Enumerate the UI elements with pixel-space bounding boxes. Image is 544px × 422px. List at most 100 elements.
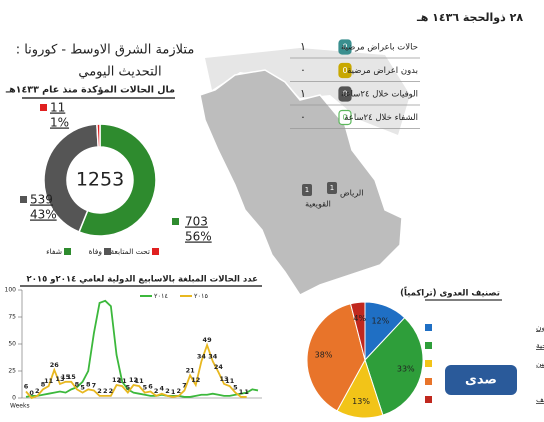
data-label: 15	[61, 373, 71, 381]
legend-label: شفاء	[46, 247, 62, 256]
data-label: 11	[118, 377, 128, 385]
data-label: 5	[233, 384, 238, 392]
legend-swatch	[425, 396, 432, 403]
label-swatch	[172, 218, 179, 225]
data-label: 2	[177, 387, 182, 395]
donut-segment	[96, 123, 101, 148]
map-pin	[302, 184, 312, 196]
row-value: ١	[300, 40, 306, 53]
legend-label: مكتسب داخل المنشآت الصحية	[536, 340, 544, 350]
data-label: 6	[148, 383, 153, 391]
title: متلازمة الشرق الاوسط - كورونا :	[16, 43, 195, 58]
row-icon-label: 0	[342, 90, 347, 99]
data-label: 12	[112, 376, 121, 384]
legend-swatch	[425, 378, 432, 385]
logo: صدى	[465, 373, 497, 388]
legend-label: وفاة	[89, 247, 103, 256]
y-tick-label: 25	[8, 368, 16, 375]
donut-segment	[78, 123, 157, 237]
data-label: 0	[29, 389, 34, 397]
map-place: الرياض	[340, 189, 363, 198]
donut-value: 703	[185, 215, 208, 229]
donut-percent: 43%	[30, 208, 57, 222]
data-label: 8	[75, 380, 80, 388]
data-label: 2	[97, 387, 102, 395]
pie-label: 13%	[352, 397, 370, 406]
map-backdrop	[205, 48, 410, 135]
row-value: ٠	[300, 111, 306, 124]
legend-swatch	[425, 342, 432, 349]
data-label: 4	[160, 385, 165, 393]
row-label: بدون اعراض مرضية	[347, 66, 418, 76]
data-label: 2	[103, 387, 108, 395]
line-title: عدد الحالات المبلغة بالاسابيع الدولية لع…	[27, 275, 259, 285]
row-label: الشفاء خلال ٢٤ساعة	[344, 113, 418, 123]
legend-label: غير مصنف	[536, 395, 544, 404]
pie-slice	[349, 301, 366, 361]
y-tick-label: 50	[8, 341, 16, 348]
row-value: ٠	[300, 64, 306, 77]
data-label: 5	[126, 384, 131, 392]
legend-label: تحت المتابعة	[110, 247, 150, 256]
data-label: 1	[244, 388, 249, 396]
data-label: 24	[214, 363, 224, 371]
pie-label: 12%	[371, 317, 389, 326]
legend-label: ٢٠١٥	[194, 292, 208, 300]
legend-label: مخالطين منزليين	[536, 359, 544, 368]
data-label: 2	[35, 387, 40, 395]
data-label: 12	[129, 376, 138, 384]
data-label: 8	[86, 380, 91, 388]
date: ٢٨ ذوالحجة ١٤٣٦ هـ	[416, 11, 523, 24]
row-icon	[338, 109, 352, 126]
row-icon	[338, 86, 352, 102]
data-label: 11	[44, 377, 54, 385]
map-place: القويعية	[305, 200, 331, 209]
row-icon	[338, 62, 352, 79]
row-icon-label: 0	[342, 66, 347, 75]
label-swatch	[40, 104, 47, 111]
pie-label: 4%	[353, 314, 366, 323]
legend-label: عاملون صحيون	[536, 323, 544, 332]
line-series	[25, 299, 259, 398]
pie-label: 38%	[315, 350, 333, 359]
pie-label: 33%	[397, 365, 415, 374]
data-label: 11	[225, 377, 235, 385]
logo-box	[445, 365, 517, 395]
data-label: 13	[55, 375, 64, 383]
line-series	[25, 342, 247, 400]
donut-segment	[43, 123, 99, 233]
donut-value: 11	[50, 101, 65, 115]
map-pin	[327, 182, 337, 194]
data-label: 15	[67, 373, 77, 381]
legend-swatch	[425, 324, 432, 331]
y-tick-label: 75	[8, 314, 16, 321]
data-label: 2	[154, 387, 159, 395]
donut-percent: 56%	[185, 230, 212, 244]
row-value: ١	[300, 87, 306, 100]
map-pin-label: 1	[305, 186, 309, 194]
legend-label: ٢٠١٤	[154, 292, 168, 300]
data-label: 13	[220, 375, 229, 383]
data-label: 21	[186, 366, 196, 374]
row-icon	[338, 39, 352, 55]
data-label: 26	[50, 361, 60, 369]
pie-title: تصنيف العدوى (تراكمياً)	[400, 286, 500, 299]
donut-percent: 1%	[50, 116, 69, 130]
legend-swatch	[64, 248, 71, 255]
data-label: 6	[24, 383, 29, 391]
row-icon-label: 0	[342, 113, 347, 122]
row-icon-label: 0	[342, 43, 347, 52]
subtitle: التحديث اليومي	[78, 65, 161, 80]
donut-value: 539	[30, 193, 53, 207]
y-tick-label: 0	[12, 395, 16, 402]
row-label: الوفيات خلال ٢٤ساعة	[341, 90, 418, 100]
data-label: 12	[191, 376, 200, 384]
data-label: 2	[109, 387, 114, 395]
pie-slice	[306, 303, 366, 412]
label-swatch	[20, 196, 27, 203]
data-label: 5	[80, 384, 85, 392]
legend-swatch	[104, 248, 111, 255]
y-tick-label: 100	[5, 287, 17, 294]
data-label: 7	[92, 381, 97, 389]
